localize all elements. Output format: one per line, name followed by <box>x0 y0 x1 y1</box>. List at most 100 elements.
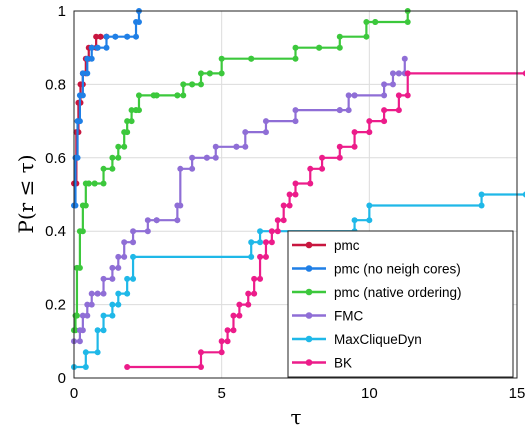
data-point <box>121 239 128 246</box>
data-point <box>130 239 137 246</box>
data-point <box>94 290 101 297</box>
data-point <box>292 107 299 114</box>
data-point <box>251 275 258 282</box>
data-point <box>180 81 187 88</box>
data-point <box>82 202 89 209</box>
data-point <box>336 107 343 114</box>
data-point <box>121 253 128 260</box>
data-point <box>236 301 243 308</box>
data-point <box>372 19 379 26</box>
data-point <box>381 81 388 88</box>
data-point <box>351 129 358 136</box>
data-point <box>268 239 275 246</box>
legend-marker <box>305 359 313 366</box>
data-point <box>245 290 252 297</box>
data-point <box>274 228 281 235</box>
data-point <box>84 312 91 319</box>
series-2 <box>71 8 411 334</box>
legend-item: MaxCliqueDyn <box>292 332 422 347</box>
data-point <box>248 253 255 260</box>
legend-label: FMC <box>334 309 363 324</box>
data-point <box>79 312 86 319</box>
data-point <box>124 290 131 297</box>
data-point <box>189 81 196 88</box>
data-point <box>109 264 116 271</box>
data-point <box>319 154 326 161</box>
legend-label: pmc (no neigh cores) <box>334 262 461 277</box>
data-point <box>79 228 86 235</box>
data-point <box>93 33 100 40</box>
data-point <box>94 44 101 51</box>
data-point <box>236 312 243 319</box>
data-point <box>130 275 137 282</box>
data-point <box>242 143 249 150</box>
data-point <box>230 312 237 319</box>
data-point <box>233 143 240 150</box>
data-point <box>197 363 204 370</box>
data-point <box>257 275 264 282</box>
data-point <box>109 312 116 319</box>
data-point <box>124 129 131 136</box>
data-point <box>112 33 119 40</box>
data-point <box>351 143 358 150</box>
data-point <box>103 33 110 40</box>
data-point <box>395 92 402 99</box>
data-point <box>257 228 264 235</box>
x-tick-label: 10 <box>361 385 378 402</box>
y-axis-label: P(r ≤ τ) <box>14 154 38 233</box>
data-point <box>404 19 411 26</box>
data-point <box>76 264 83 271</box>
data-point <box>177 202 184 209</box>
data-point <box>109 301 116 308</box>
y-tick-label: 0.4 <box>45 223 66 240</box>
data-point <box>88 290 95 297</box>
data-point <box>84 301 91 308</box>
data-point <box>100 180 107 187</box>
data-point <box>124 275 131 282</box>
data-point <box>174 217 181 224</box>
data-point <box>262 239 269 246</box>
axes <box>73 10 518 379</box>
data-point <box>130 253 137 260</box>
data-point <box>363 19 370 26</box>
data-point <box>292 55 299 62</box>
legend-box <box>287 230 514 378</box>
data-point <box>79 327 86 334</box>
data-point <box>218 55 225 62</box>
data-point <box>135 107 142 114</box>
data-point <box>381 92 388 99</box>
data-point <box>286 202 293 209</box>
data-point <box>206 70 213 77</box>
data-point <box>100 275 107 282</box>
legend-marker <box>305 312 313 319</box>
data-point <box>292 191 299 198</box>
data-point <box>262 118 269 125</box>
data-point <box>478 202 485 209</box>
data-point <box>307 180 314 187</box>
x-tick-label: 5 <box>217 385 225 402</box>
data-point <box>401 55 408 62</box>
data-point <box>109 275 116 282</box>
data-point <box>85 180 92 187</box>
data-point <box>177 165 184 172</box>
data-point <box>197 349 204 356</box>
data-point <box>257 253 264 260</box>
data-point <box>307 165 314 172</box>
data-point <box>109 154 116 161</box>
data-point <box>286 191 293 198</box>
data-point <box>262 253 269 260</box>
data-point <box>203 154 210 161</box>
data-point <box>128 118 135 125</box>
data-point <box>363 33 370 40</box>
y-tick-label: 0 <box>58 370 66 387</box>
data-point <box>280 202 287 209</box>
series-3 <box>71 55 408 345</box>
legend-item: pmc (native ordering) <box>292 285 462 300</box>
y-tick-label: 0.8 <box>45 76 66 93</box>
y-tick-label: 1 <box>58 3 66 20</box>
data-point <box>115 154 122 161</box>
data-point <box>292 118 299 125</box>
data-point <box>389 81 396 88</box>
data-point <box>133 33 140 40</box>
data-point <box>84 55 91 62</box>
